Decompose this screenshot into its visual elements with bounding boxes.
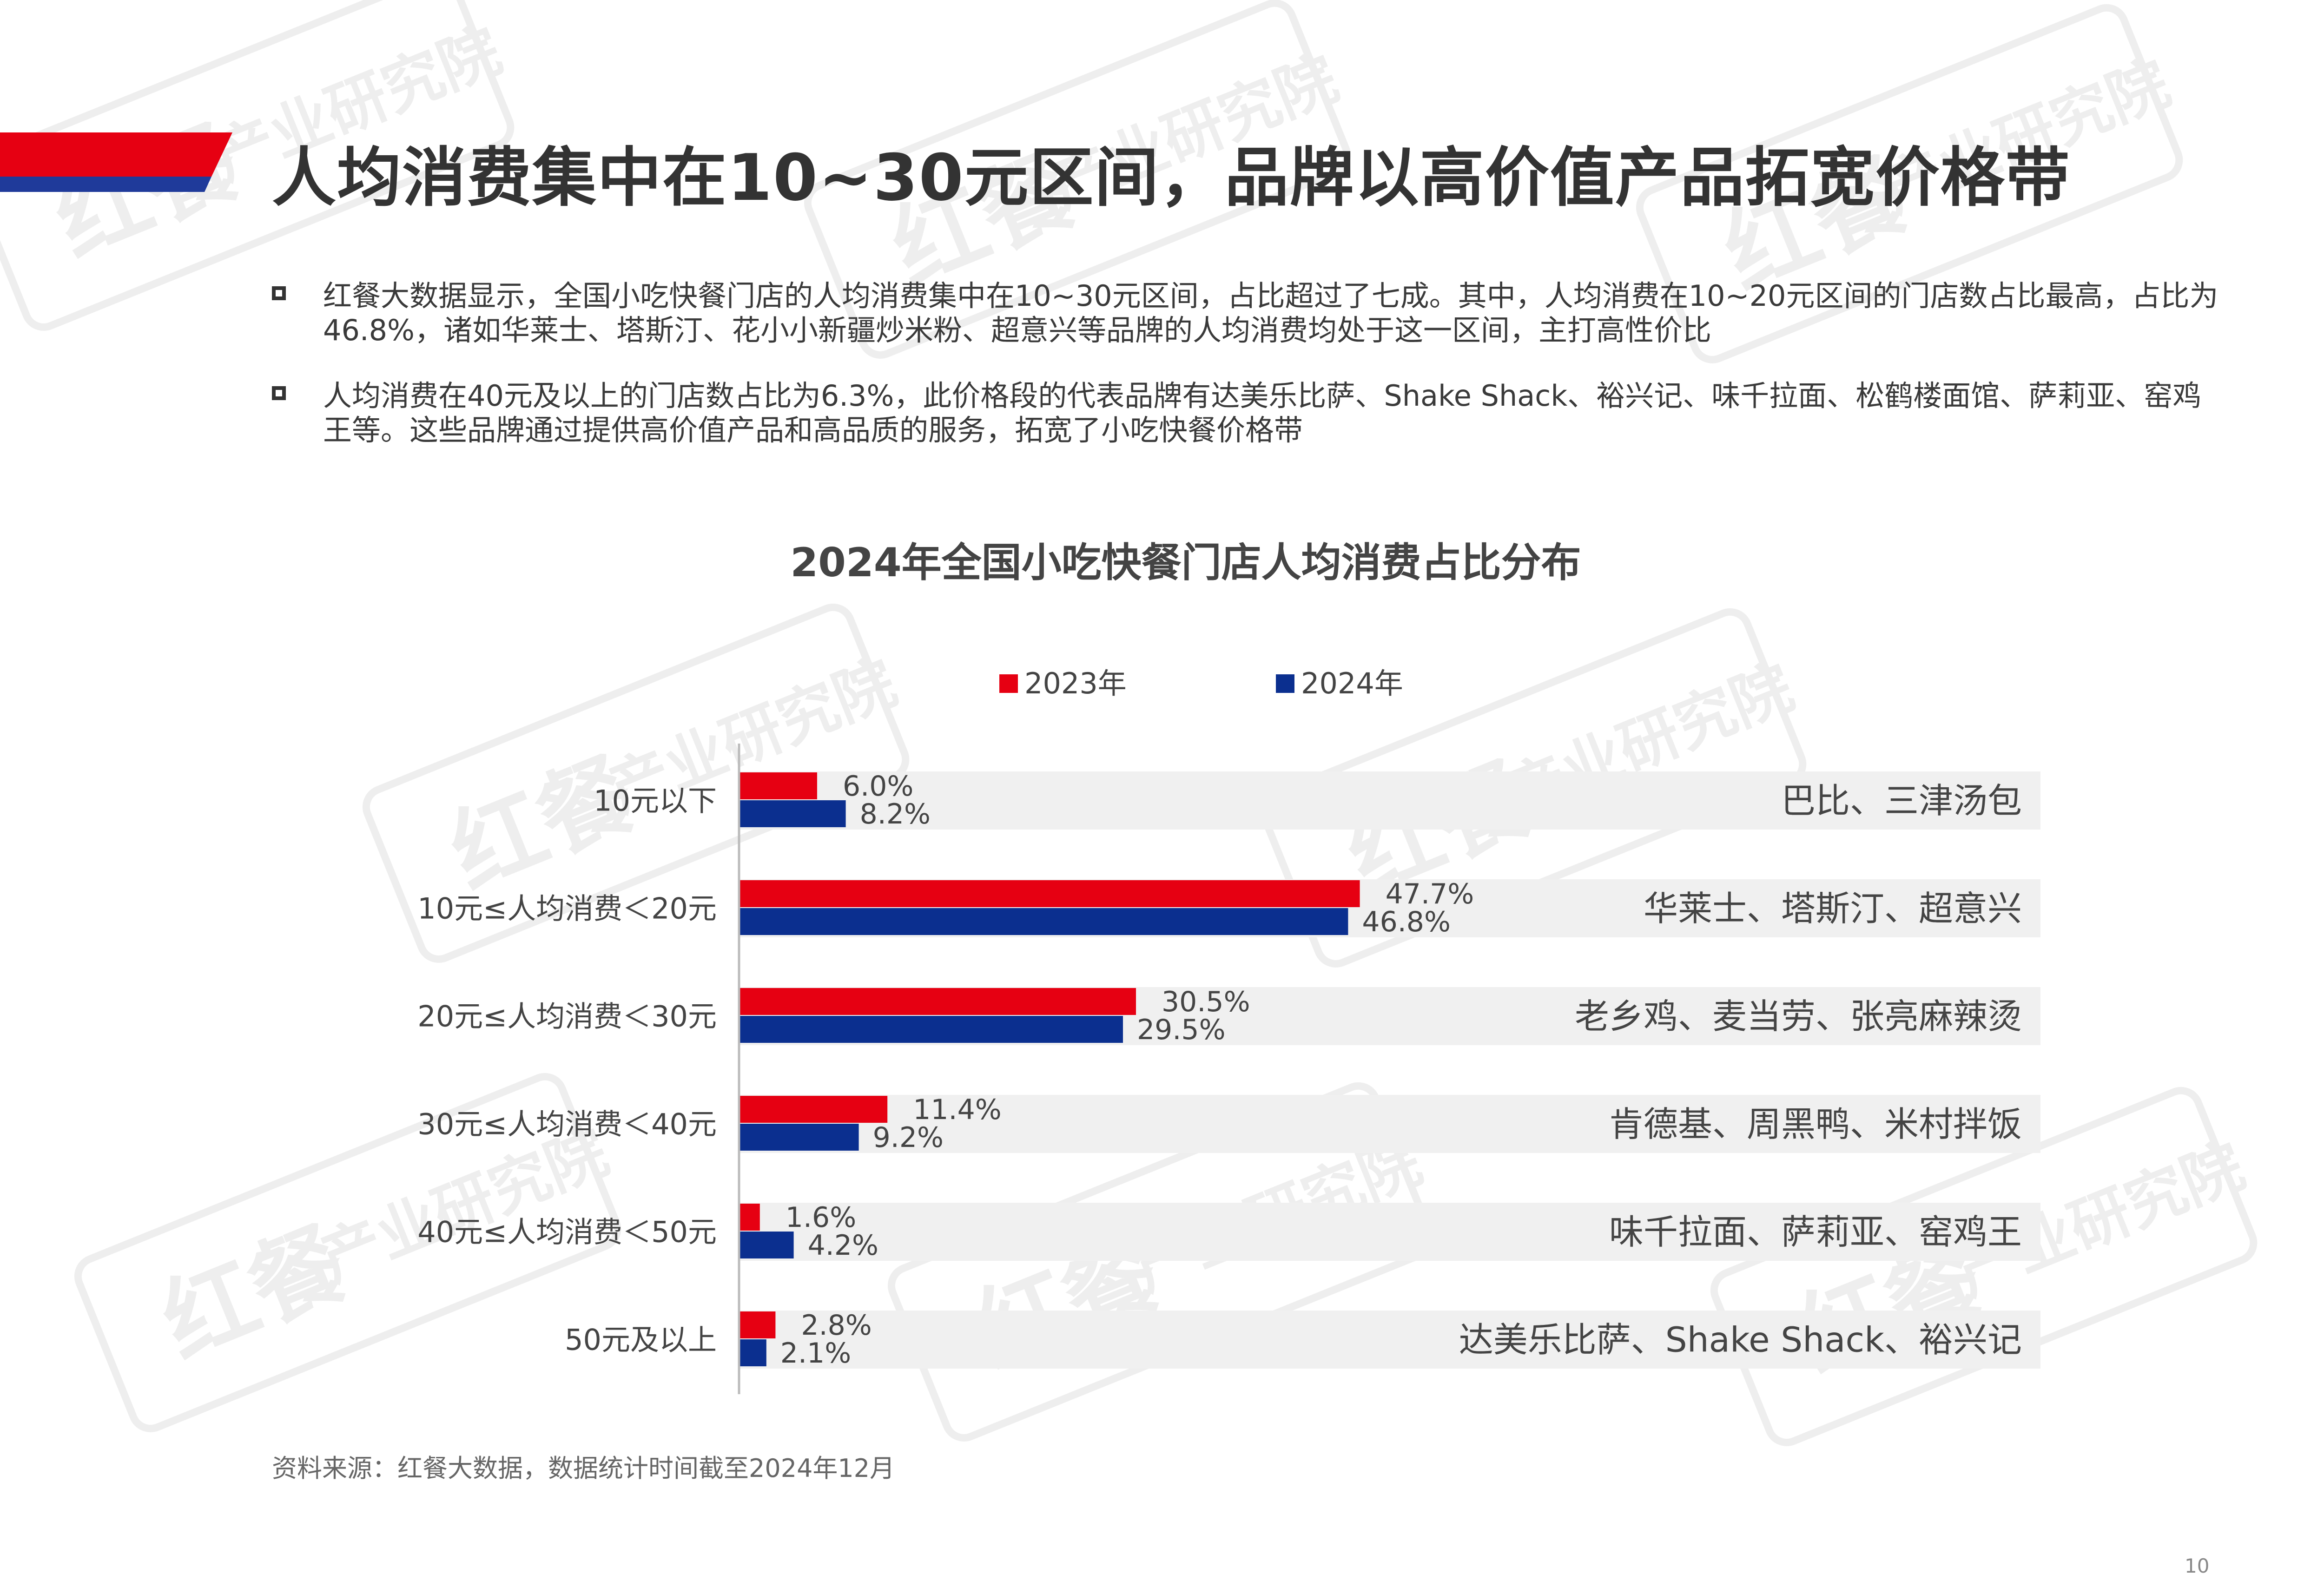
legend-swatch-2023 bbox=[999, 674, 1018, 693]
data-label: 2.8% bbox=[801, 1309, 872, 1342]
chart-title: 2024年全国小吃快餐门店人均消费占比分布 bbox=[790, 540, 1581, 586]
bar-2024年 bbox=[739, 1016, 1123, 1043]
data-label: 4.2% bbox=[808, 1229, 878, 1262]
bar-2024年 bbox=[739, 1124, 859, 1151]
legend-item-2024: 2024年 bbox=[1276, 660, 1403, 702]
data-label: 29.5% bbox=[1137, 1014, 1226, 1046]
brand-examples: 华莱士、塔斯汀、超意兴 bbox=[1644, 889, 2022, 929]
legend-swatch-2024 bbox=[1276, 674, 1294, 693]
bar-2024年 bbox=[739, 1232, 794, 1258]
data-label: 1.6% bbox=[786, 1201, 856, 1234]
data-label: 11.4% bbox=[913, 1094, 1002, 1126]
legend-label-2024: 2024年 bbox=[1301, 666, 1403, 700]
page-title: 人均消费集中在10~30元区间，品牌以高价值产品拓宽价格带 bbox=[272, 140, 2071, 215]
bar-2023年 bbox=[739, 988, 1136, 1015]
category-label: 10元以下 bbox=[594, 784, 717, 818]
bar-2023年 bbox=[739, 1096, 888, 1123]
row-band bbox=[739, 771, 2040, 830]
bar-2024年 bbox=[739, 908, 1348, 935]
category-label: 40元≤人均消费＜50元 bbox=[417, 1215, 717, 1249]
row-band bbox=[739, 1203, 2040, 1261]
bar-2023年 bbox=[739, 1204, 760, 1231]
data-label: 9.2% bbox=[873, 1121, 944, 1154]
category-label: 50元及以上 bbox=[565, 1323, 717, 1357]
square-bullet-icon bbox=[272, 386, 286, 400]
category-label: 20元≤人均消费＜30元 bbox=[417, 1000, 717, 1034]
bar-2023年 bbox=[739, 880, 1360, 907]
bar-2023年 bbox=[739, 772, 817, 799]
legend-label-2023: 2023年 bbox=[1024, 666, 1127, 700]
bullet-text: 红餐大数据显示，全国小吃快餐门店的人均消费集中在10~30元区间，占比超过了七成… bbox=[323, 279, 2218, 347]
data-label: 47.7% bbox=[1386, 878, 1474, 910]
brand-examples: 老乡鸡、麦当劳、张亮麻辣烫 bbox=[1575, 997, 2022, 1037]
bar-2023年 bbox=[739, 1311, 776, 1338]
source-note: 资料来源：红餐大数据，数据统计时间截至2024年12月 bbox=[272, 1454, 895, 1483]
brand-examples: 巴比、三津汤包 bbox=[1781, 781, 2022, 821]
data-label: 46.8% bbox=[1362, 906, 1451, 938]
data-label: 30.5% bbox=[1162, 986, 1250, 1018]
row-band bbox=[739, 1311, 2040, 1369]
category-label: 10元≤人均消费＜20元 bbox=[417, 892, 717, 926]
brand-examples: 肯德基、周黑鸭、米村拌饭 bbox=[1609, 1105, 2022, 1145]
data-label: 8.2% bbox=[860, 798, 931, 830]
row-band bbox=[739, 1095, 2040, 1153]
page-number: 10 bbox=[2185, 1555, 2210, 1577]
data-label: 6.0% bbox=[843, 770, 913, 803]
bar-2024年 bbox=[739, 1339, 766, 1366]
square-bullet-icon bbox=[272, 286, 286, 300]
bullet-text: 人均消费在40元及以上的门店数占比为6.3%，此价格段的代表品牌有达美乐比萨、S… bbox=[323, 379, 2202, 447]
bar-2024年 bbox=[739, 800, 846, 827]
data-label: 2.1% bbox=[780, 1337, 851, 1370]
brand-examples: 达美乐比萨、Shake Shack、裕兴记 bbox=[1459, 1320, 2022, 1360]
category-label: 30元≤人均消费＜40元 bbox=[417, 1107, 717, 1141]
legend-item-2023: 2023年 bbox=[999, 660, 1127, 702]
title-accent-bar bbox=[0, 132, 232, 192]
brand-examples: 味千拉面、萨莉亚、窑鸡王 bbox=[1609, 1212, 2022, 1252]
